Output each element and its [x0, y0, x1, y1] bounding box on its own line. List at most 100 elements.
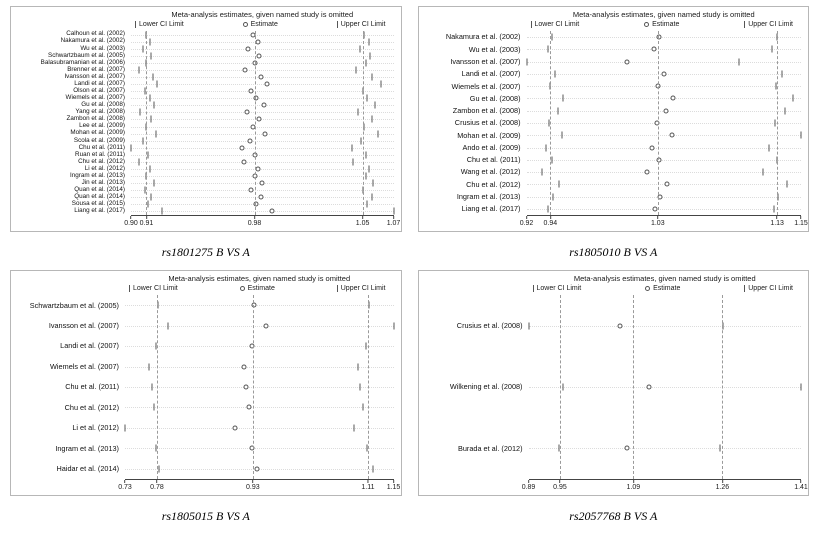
legend-label: Lower CI Limit — [139, 21, 184, 28]
study-row: Li et al. (2012) — [15, 418, 394, 438]
study-row: Crusius et al. (2008) — [423, 117, 802, 129]
estimate-marker — [255, 39, 261, 45]
chart: Meta-analysis estimates, given named stu… — [10, 270, 402, 496]
study-track — [131, 193, 394, 201]
lower-ci-marker — [528, 322, 529, 330]
lower-ci-marker — [558, 444, 560, 452]
study-track — [131, 66, 394, 74]
study-track — [528, 418, 802, 479]
study-label: Brenner et al. (2007) — [67, 65, 125, 73]
x-tick-mark — [367, 480, 369, 483]
estimate-marker — [250, 124, 256, 130]
lower-ci-marker — [149, 38, 151, 46]
estimate-marker — [258, 74, 264, 80]
upper-ci-marker — [365, 59, 367, 67]
study-row: Mohan et al. (2009) — [15, 130, 394, 138]
estimate-marker — [262, 131, 268, 137]
study-row: Landi et al. (2007) — [15, 336, 394, 356]
lower-ci-marker — [557, 107, 559, 115]
study-row: Scola et al. (2009) — [15, 137, 394, 145]
study-label: Chu et al. (2011) — [466, 155, 521, 165]
lower-ci-marker — [158, 465, 160, 473]
lower-ci-marker — [153, 403, 155, 411]
study-track — [131, 179, 394, 187]
study-row: Wiemels et al. (2007) — [423, 80, 802, 92]
study-track — [131, 115, 394, 123]
estimate-marker — [252, 152, 258, 158]
upper-ci-marker — [768, 144, 770, 152]
upper-ci-marker — [775, 82, 777, 90]
x-tick: 0.92 — [520, 216, 533, 227]
study-row: Landi et al. (2007) — [15, 80, 394, 88]
lower-ci-marker — [144, 186, 146, 194]
upper-ci-marker — [792, 94, 794, 102]
lower-ci-marker — [148, 363, 150, 371]
x-tick: 1.03 — [651, 216, 665, 227]
study-label: Jin et al. (2013) — [81, 179, 125, 187]
estimate-marker — [655, 83, 661, 89]
estimate-marker — [656, 157, 662, 163]
x-tick-mark — [393, 216, 394, 219]
lower-ci-marker — [562, 383, 564, 391]
upper-ci-marker — [372, 465, 374, 473]
study-row: Quan et al. (2014) — [15, 193, 394, 201]
forest-panel-rs1801275: Meta-analysis estimates, given named stu… — [10, 6, 402, 260]
lower-ci-marker — [144, 87, 146, 95]
x-tick-label: 1.03 — [650, 220, 665, 227]
study-row: Nakamura et al. (2002) — [423, 31, 802, 43]
x-tick: 0.91 — [139, 216, 154, 227]
x-axis: 0.73 0.78 0.93 1.11 1.15 — [118, 479, 400, 493]
lower-ci-marker — [548, 119, 550, 127]
x-tick-mark — [559, 480, 561, 483]
estimate-marker — [239, 145, 245, 151]
study-track — [526, 117, 802, 129]
lower-ci-marker — [526, 58, 527, 66]
study-row: Chu et al. (2011) — [423, 154, 802, 166]
x-tick: 1.15 — [794, 216, 808, 227]
upper-ci-marker — [368, 165, 370, 173]
study-label: Calhoun et al. (2002) — [66, 30, 125, 38]
study-row: Schwartzbaum et al. (2005) — [15, 295, 394, 315]
x-tick-label: 0.91 — [139, 220, 154, 227]
panel-caption: rs1801275 B VS A — [161, 245, 250, 259]
study-track — [131, 151, 394, 159]
x-tick: 0.95 — [553, 480, 567, 491]
plot-rows: Calhoun et al. (2002) Nakamura et al. (20… — [15, 31, 394, 215]
lower-ci-marker — [155, 342, 157, 350]
study-row: Chu et al. (2011) — [15, 144, 394, 152]
study-row: Crusius et al. (2008) — [423, 295, 802, 356]
estimate-marker — [248, 88, 254, 94]
study-label: Wiemels et al. (2007) — [65, 94, 126, 102]
study-track — [124, 418, 394, 438]
legend-label: Upper CI Limit — [748, 285, 793, 292]
study-label: Ivansson et al. (2007) — [450, 57, 521, 67]
upper-ci-marker — [353, 424, 355, 432]
x-tick: 1.15 — [387, 480, 400, 491]
upper-ci-marker — [393, 322, 394, 330]
upper-ci-marker — [374, 101, 376, 109]
lower-ci-marker — [161, 207, 163, 215]
panel-caption: rs2057768 B VS A — [569, 509, 658, 523]
study-row: Sousa et al. (2015) — [15, 200, 394, 208]
upper-ci-marker — [800, 383, 802, 391]
legend-item-lower-ci: Lower CI Limit — [129, 285, 178, 292]
study-label: Ingram et al. (2013) — [456, 191, 521, 201]
upper-ci-marker — [365, 342, 367, 350]
estimate-marker — [246, 404, 252, 410]
estimate-marker — [657, 194, 663, 200]
lower-ci-marker — [547, 45, 549, 53]
study-track — [125, 397, 394, 417]
forest-panel-rs2057768: Meta-analysis estimates, given named stu… — [417, 270, 809, 524]
x-tick-label: 0.73 — [118, 484, 132, 491]
study-row: Mohan et al. (2009) — [423, 129, 802, 141]
upper-ci-marker — [362, 403, 364, 411]
lower-ci-marker — [145, 59, 147, 67]
study-track — [526, 56, 802, 68]
legend-label: Upper CI Limit — [340, 21, 386, 28]
study-row: Nakamura et al. (2002) — [15, 38, 394, 46]
x-tick-mark — [657, 216, 659, 219]
x-tick-mark — [156, 480, 158, 483]
study-row: Haidar et al. (2014) — [15, 459, 394, 479]
lower-ci-marker — [167, 322, 169, 330]
plot-rows: Crusius et al. (2008) Wilkening et al. (2… — [423, 295, 802, 479]
